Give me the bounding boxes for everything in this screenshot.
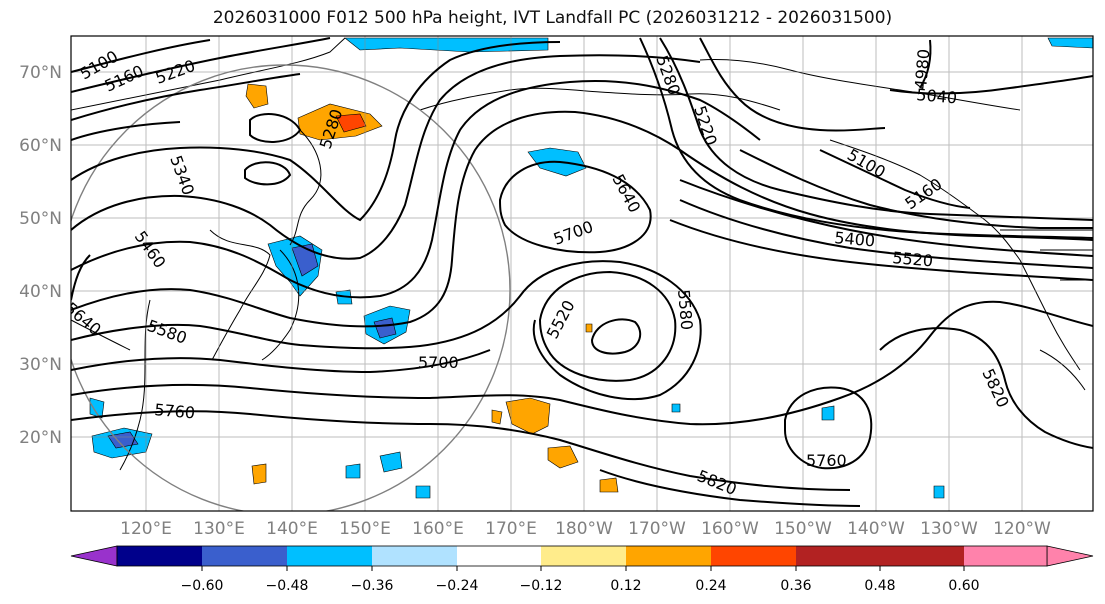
colorbar-bin [117,546,202,566]
lat-label: 50°N [19,209,62,229]
colorbar-tick-label: −0.60 [181,578,224,594]
colorbar-bin [541,546,626,566]
contour-label: 5580 [674,289,696,331]
lat-label: 70°N [19,63,62,83]
colorbar-tick-label: 0.60 [948,578,979,594]
colorbar-tick-label: 0.36 [780,578,811,594]
colorbar-extend-low [70,545,118,567]
contour-label: 5760 [806,451,847,470]
latitude-labels: 70°N 60°N 50°N 40°N 30°N 20°N [19,63,62,448]
lon-label: 140°E [266,519,318,539]
colorbar-bin [711,546,796,566]
colorbar-bin [202,546,287,566]
contour-label: 5700 [418,353,459,372]
lon-label: 130°W [920,519,978,539]
contour-label: 5400 [834,228,876,250]
plot-area [71,36,1093,511]
lon-label: 120°E [120,519,172,539]
colorbar-tick-labels: −0.60 −0.48 −0.36 −0.24 −0.12 0.12 0.24 … [181,578,980,594]
colorbar-tick-marks [201,566,965,571]
lon-label: 140°W [847,519,905,539]
map-title: 2026031000 F012 500 hPa height, IVT Land… [212,8,893,28]
lon-label: 120°W [993,519,1051,539]
lat-label: 30°N [19,355,62,375]
colorbar-bin [796,546,880,566]
contour-label: 5520 [892,248,934,270]
gridlines [71,36,1093,511]
plot-frame [70,35,1094,512]
colorbar-tick-label: 0.48 [864,578,895,594]
colorbar-tick-label: −0.24 [436,578,479,594]
colorbar-bin [372,546,457,566]
lat-label: 20°N [19,428,62,448]
lon-label: 180°W [555,519,613,539]
lon-label: 170°E [485,519,537,539]
contour-label: 5040 [916,85,958,107]
colorbar-tick-label: −0.36 [351,578,394,594]
lon-label: 160°W [701,519,759,539]
height-contours [71,37,1093,507]
reference-circle [71,64,511,511]
colorbar-tick-label: −0.12 [520,578,563,594]
ivt-shading [89,37,1093,499]
colorbar-extend-high [1046,545,1094,567]
colorbar-outline [116,545,1048,567]
colorbar-bin [880,546,964,566]
lon-label: 130°E [193,519,245,539]
colorbar-tick-label: 0.24 [695,578,726,594]
colorbar-bin [626,546,711,566]
lon-label: 160°E [412,519,464,539]
lat-label: 40°N [19,282,62,302]
lon-label: 170°W [628,519,686,539]
lat-label: 60°N [19,136,62,156]
colorbar-tick-label: −0.48 [266,578,309,594]
colorbar-bin [964,546,1047,566]
colorbar-bin [287,546,372,566]
colorbar-tick-label: 0.12 [610,578,641,594]
longitude-labels: 120°E 130°E 140°E 150°E 160°E 170°E 180°… [120,519,1051,539]
lon-label: 150°E [339,519,391,539]
colorbar: −0.60 −0.48 −0.36 −0.24 −0.12 0.12 0.24 … [70,545,1094,594]
contour-label: 4980 [911,48,933,90]
lon-label: 150°W [774,519,832,539]
colorbar-bin [457,546,541,566]
contour-label: 5760 [154,400,196,422]
